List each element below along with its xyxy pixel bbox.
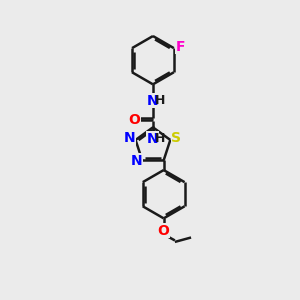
Text: S: S xyxy=(171,131,181,146)
Text: N: N xyxy=(146,132,158,146)
Text: N: N xyxy=(130,154,142,168)
Text: F: F xyxy=(176,40,185,54)
Text: O: O xyxy=(158,224,170,238)
Text: N: N xyxy=(124,131,136,146)
Text: H: H xyxy=(155,132,166,145)
Text: N: N xyxy=(146,94,158,107)
Text: O: O xyxy=(128,113,140,127)
Text: H: H xyxy=(155,94,166,107)
